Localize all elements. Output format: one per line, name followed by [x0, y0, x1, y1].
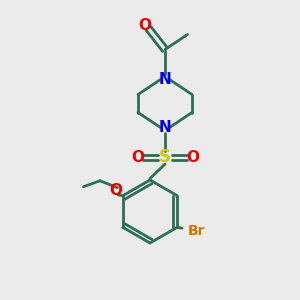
- Text: Br: Br: [188, 224, 206, 238]
- Text: O: O: [131, 150, 144, 165]
- Text: O: O: [186, 150, 199, 165]
- Text: O: O: [138, 18, 152, 33]
- Text: N: N: [159, 120, 171, 135]
- Text: O: O: [109, 183, 122, 198]
- Text: N: N: [159, 72, 171, 87]
- Text: S: S: [159, 148, 171, 166]
